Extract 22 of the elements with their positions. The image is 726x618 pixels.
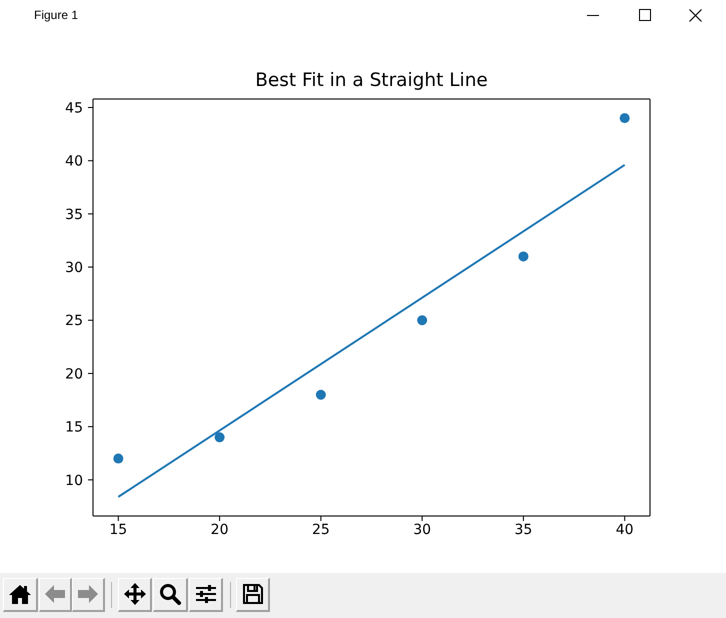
caption: Figure 1: [34, 8, 78, 22]
x-tick-label: 35: [514, 522, 532, 538]
point: [417, 315, 428, 326]
x-tick-label: 20: [210, 522, 229, 538]
y-tick-label: 10: [65, 472, 83, 489]
y-tick-label: 20: [65, 366, 83, 382]
point: [214, 432, 225, 442]
point: [620, 113, 630, 124]
x-tick-label: 30: [413, 522, 432, 538]
x-tick-label: 40: [616, 522, 634, 538]
chart-title: Best Fit in a Straight Line: [254, 70, 489, 91]
point: [518, 251, 528, 262]
y-tick-label: 15: [65, 420, 83, 436]
y-tick-label: 45: [65, 100, 83, 116]
point: [113, 454, 124, 464]
point: [316, 390, 326, 400]
y-tick-label: 35: [65, 206, 83, 223]
y-tick-label: 25: [65, 313, 83, 330]
x-tick-label: 15: [109, 522, 128, 538]
y-tick-label: 40: [65, 154, 83, 170]
y-tick-label: 30: [65, 260, 83, 276]
x-tick-label: 25: [312, 522, 330, 538]
